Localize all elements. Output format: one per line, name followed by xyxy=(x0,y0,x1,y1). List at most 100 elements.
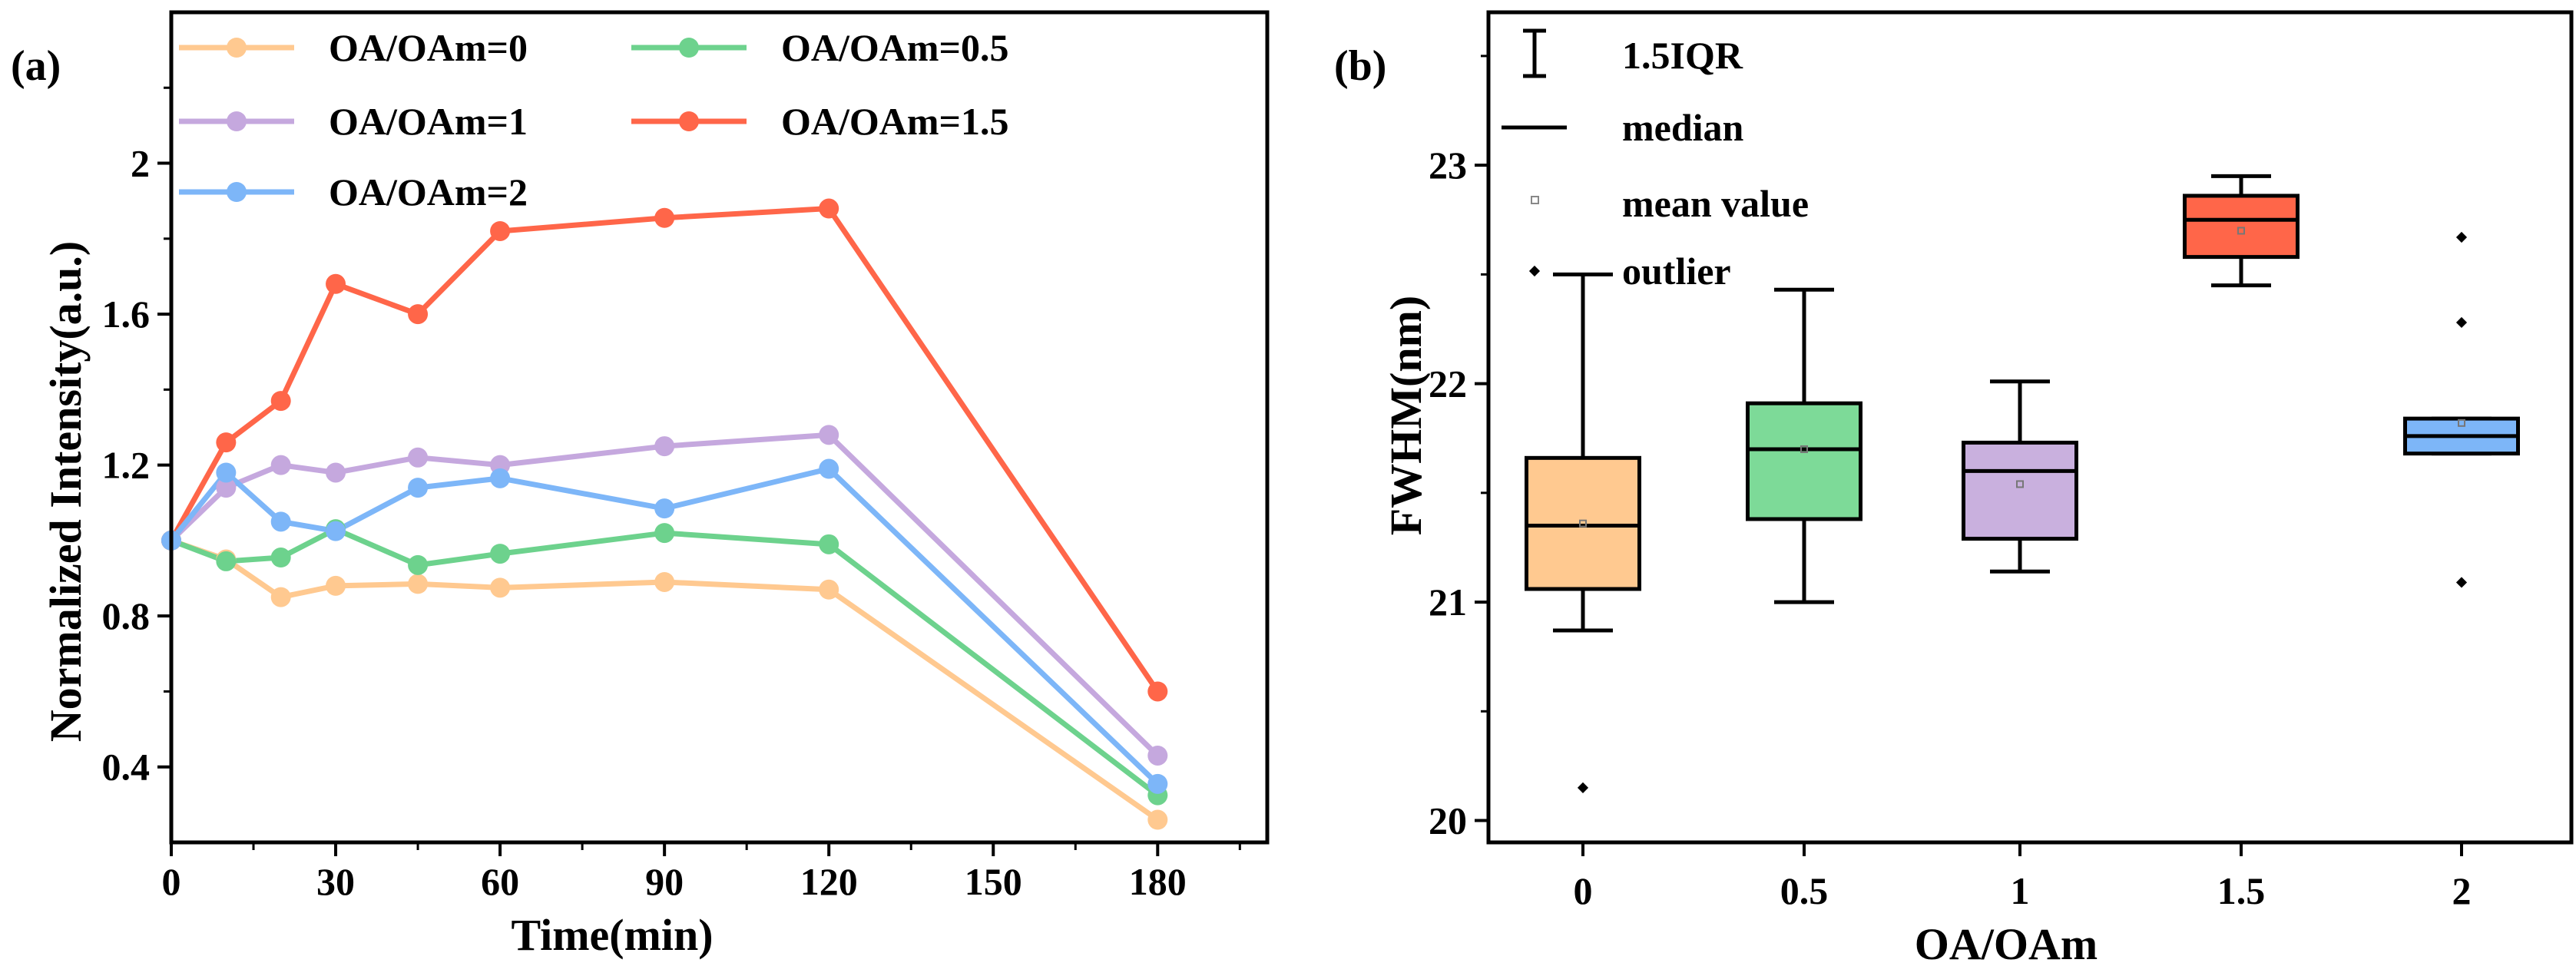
series-1-point xyxy=(216,551,237,571)
series-3-point xyxy=(216,432,237,453)
series-4-point xyxy=(216,462,237,483)
y-tick-label: 22 xyxy=(1429,362,1467,405)
series-1-point xyxy=(408,554,429,575)
legend-label-2: OA/OAm=1 xyxy=(329,100,528,143)
panel-b-xlabel: OA/OAm xyxy=(1915,919,2098,969)
x-tick-label: 30 xyxy=(316,860,355,903)
legend-iqr-label: 1.5IQR xyxy=(1622,34,1743,77)
legend-label-3: OA/OAm=1.5 xyxy=(781,100,1009,143)
series-3-point xyxy=(490,220,511,241)
series-4-point xyxy=(490,468,511,488)
panel-b-label: (b) xyxy=(1334,42,1386,90)
y-tick-label: 1.2 xyxy=(102,444,151,487)
legend-marker-2 xyxy=(227,111,247,131)
legend-mean-label: mean value xyxy=(1622,182,1809,225)
series-3-point xyxy=(654,207,675,228)
series-1-point xyxy=(654,523,675,544)
x-tick-label: 180 xyxy=(1129,860,1187,903)
box-1 xyxy=(1746,401,1862,521)
y-tick-label: 21 xyxy=(1429,581,1467,624)
legend-outlier-label: outlier xyxy=(1622,250,1731,293)
series-4-point xyxy=(270,511,291,532)
panel-b-ylabel: FWHM(nm) xyxy=(1381,296,1431,536)
panel-b-frame xyxy=(1486,10,2574,845)
x-tick-label: 150 xyxy=(965,860,1022,903)
y-tick-label: 0.8 xyxy=(102,594,151,637)
y-tick-label: 1.6 xyxy=(102,293,151,336)
series-0-point xyxy=(654,571,675,592)
series-line-1 xyxy=(170,526,1160,798)
series-4-point xyxy=(1147,773,1168,794)
series-4-point xyxy=(408,478,429,498)
series-2-point xyxy=(216,478,237,498)
panel-a-ylabel: Normalized Intensity(a.u.) xyxy=(41,241,91,742)
series-0-point xyxy=(819,579,839,600)
series-1-point xyxy=(819,534,839,554)
panel-b-box-chart: (b) FWHM(nm) OA/OAm 20 21 22 23 0 0.5 1 1.5 2 1.… xyxy=(1334,10,2574,969)
series-3-point xyxy=(326,273,346,294)
legend-marker-3 xyxy=(679,111,699,131)
legend-marker-4 xyxy=(227,182,247,202)
legend-median-label: median xyxy=(1622,106,1744,149)
outlier-point-4 xyxy=(2455,231,2468,243)
outlier-point-4 xyxy=(2455,316,2468,329)
y-tick-label: 0.4 xyxy=(102,746,151,789)
y-tick-label: 20 xyxy=(1429,799,1467,842)
legend-outlier-icon xyxy=(1528,265,1541,277)
series-0-point xyxy=(490,577,511,598)
legend-marker-0 xyxy=(227,38,247,58)
x-tick-label: 120 xyxy=(800,860,858,903)
mean-marker-2 xyxy=(2016,480,2024,488)
panel-b-legend: 1.5IQR median mean value outlier xyxy=(1502,28,1809,293)
legend-marker-1 xyxy=(679,38,699,58)
box-3 xyxy=(2183,194,2300,260)
series-4-point xyxy=(654,498,675,519)
series-2-point xyxy=(654,436,675,457)
panel-a-legend: OA/OAm=0 OA/OAm=0.5 OA/OAm=1 OA/OAm=1.5 OA/O… xyxy=(179,26,1009,213)
box-0 xyxy=(1525,455,1641,591)
mean-marker-4 xyxy=(2458,419,2465,427)
x-tick-label: 0 xyxy=(162,860,181,903)
outlier-point-4 xyxy=(2455,577,2468,588)
series-2-point xyxy=(270,455,291,475)
panel-a-line-chart: (a) Normalized Intensity(a.u.) Time(min)… xyxy=(11,10,1270,960)
series-3-point xyxy=(270,391,291,412)
outlier-point-0 xyxy=(1577,782,1589,793)
series-0-point xyxy=(326,575,346,596)
mean-marker-1 xyxy=(1800,445,1808,453)
panel-a-frame xyxy=(169,10,1270,845)
panel-a-xlabel: Time(min) xyxy=(511,910,713,960)
x-tick-label: 0 xyxy=(1574,869,1593,912)
series-4-point xyxy=(326,521,346,541)
legend-mean-icon xyxy=(1531,196,1539,204)
series-3-point xyxy=(408,304,429,325)
mean-marker-3 xyxy=(2237,227,2245,235)
series-3-point xyxy=(1147,681,1168,702)
x-tick-label: 1 xyxy=(2011,869,2030,912)
legend-label-0: OA/OAm=0 xyxy=(329,26,528,69)
x-tick-label: 0.5 xyxy=(1780,869,1829,912)
series-0-point xyxy=(1147,809,1168,830)
series-2-point xyxy=(819,425,839,445)
series-0-point xyxy=(408,574,429,594)
panel-a-label: (a) xyxy=(11,42,61,90)
y-tick-label: 2 xyxy=(131,142,150,185)
series-0-point xyxy=(270,587,291,607)
legend-label-4: OA/OAm=2 xyxy=(329,170,528,213)
series-line-2 xyxy=(169,432,1160,758)
series-1-point xyxy=(490,544,511,564)
x-tick-label: 90 xyxy=(645,860,684,903)
series-4-point xyxy=(819,458,839,479)
series-2-point xyxy=(1147,745,1168,766)
mean-marker-0 xyxy=(1579,519,1587,528)
series-2-point xyxy=(326,462,346,483)
series-3-point xyxy=(819,198,839,219)
legend-label-1: OA/OAm=0.5 xyxy=(781,26,1009,69)
series-1-point xyxy=(270,548,291,568)
box-2 xyxy=(1962,440,2078,541)
y-tick-label: 23 xyxy=(1429,144,1467,187)
x-tick-label: 60 xyxy=(481,860,519,903)
x-tick-label: 1.5 xyxy=(2217,869,2266,912)
series-2-point xyxy=(408,447,429,468)
